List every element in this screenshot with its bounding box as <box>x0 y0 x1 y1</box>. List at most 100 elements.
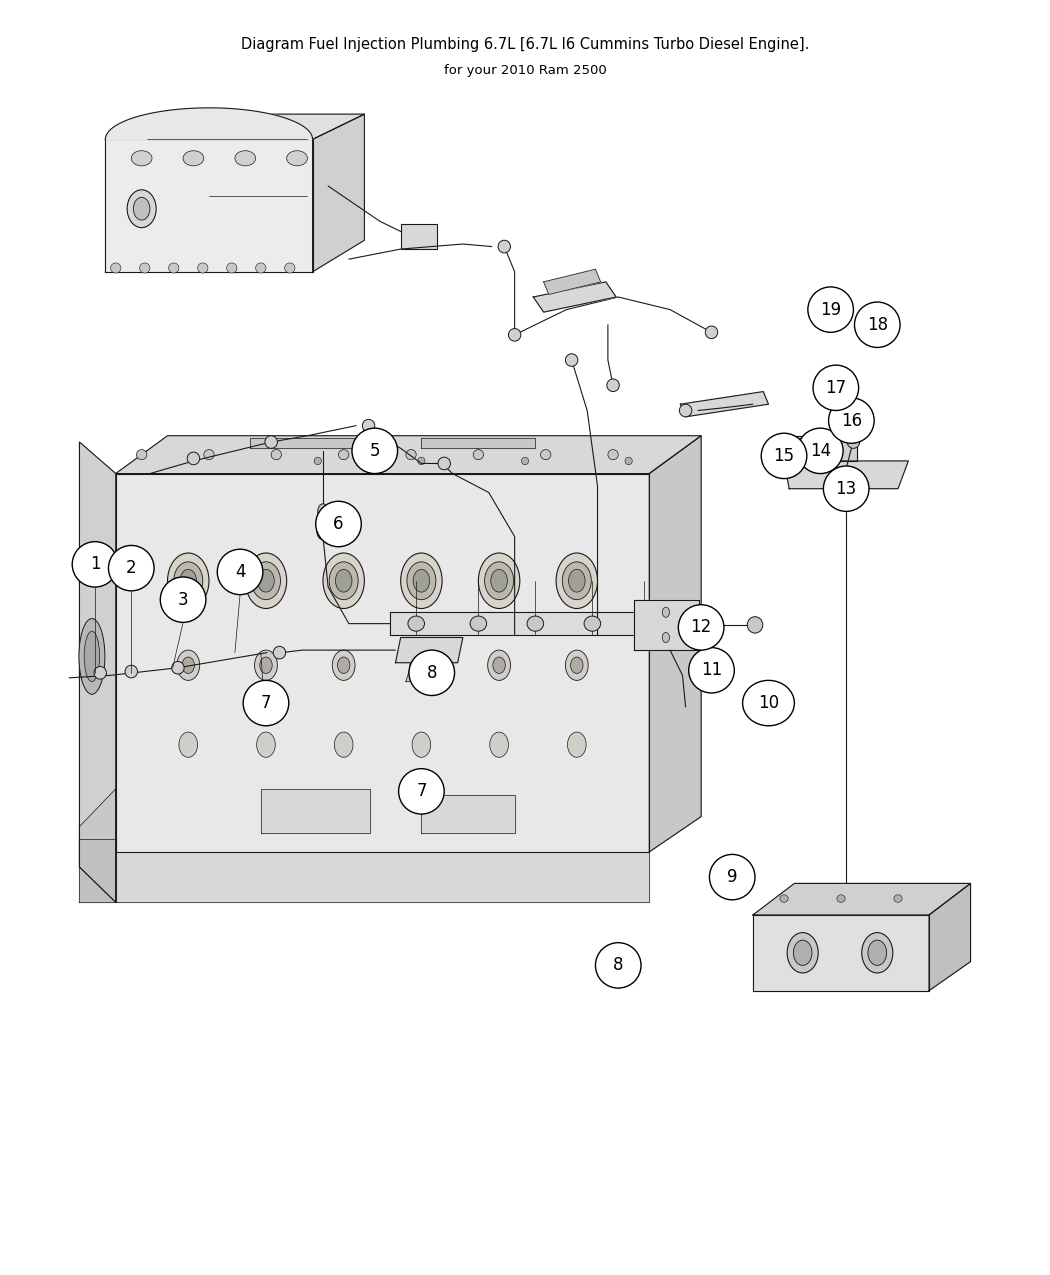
Text: 9: 9 <box>727 868 737 886</box>
Ellipse shape <box>828 398 875 444</box>
Ellipse shape <box>490 570 507 592</box>
Ellipse shape <box>257 570 274 592</box>
Ellipse shape <box>79 618 105 695</box>
Polygon shape <box>80 789 116 903</box>
Ellipse shape <box>180 570 196 592</box>
Ellipse shape <box>323 553 364 608</box>
Ellipse shape <box>527 616 544 631</box>
Ellipse shape <box>187 453 200 464</box>
Ellipse shape <box>584 616 601 631</box>
Ellipse shape <box>894 895 902 903</box>
Ellipse shape <box>418 458 425 464</box>
Polygon shape <box>649 436 701 852</box>
Ellipse shape <box>246 553 287 608</box>
Polygon shape <box>116 473 649 852</box>
Ellipse shape <box>125 666 138 678</box>
Ellipse shape <box>259 657 272 673</box>
Polygon shape <box>406 666 453 682</box>
Ellipse shape <box>690 616 709 635</box>
Ellipse shape <box>318 504 329 519</box>
Text: 4: 4 <box>235 564 246 581</box>
Ellipse shape <box>408 650 455 695</box>
Ellipse shape <box>182 657 194 673</box>
Text: 14: 14 <box>810 442 831 460</box>
Text: 12: 12 <box>691 618 712 636</box>
Ellipse shape <box>255 263 266 273</box>
Ellipse shape <box>846 419 857 432</box>
Ellipse shape <box>197 263 208 273</box>
Ellipse shape <box>335 570 352 592</box>
Ellipse shape <box>689 648 734 694</box>
Text: 6: 6 <box>333 515 343 533</box>
Text: 7: 7 <box>260 694 271 711</box>
Polygon shape <box>105 139 313 272</box>
Ellipse shape <box>780 895 789 903</box>
Ellipse shape <box>316 501 361 547</box>
Ellipse shape <box>663 607 670 617</box>
Ellipse shape <box>314 458 321 464</box>
Ellipse shape <box>489 732 508 757</box>
Ellipse shape <box>474 450 484 460</box>
Text: 2: 2 <box>126 560 136 578</box>
Ellipse shape <box>487 650 510 681</box>
Ellipse shape <box>413 570 429 592</box>
Ellipse shape <box>254 650 277 681</box>
Ellipse shape <box>338 450 349 460</box>
Ellipse shape <box>168 553 209 608</box>
Ellipse shape <box>136 450 147 460</box>
Ellipse shape <box>794 940 812 965</box>
Ellipse shape <box>492 657 505 673</box>
Text: 5: 5 <box>370 442 380 460</box>
Ellipse shape <box>329 562 358 599</box>
Ellipse shape <box>522 458 528 464</box>
Ellipse shape <box>183 150 204 166</box>
Text: 8: 8 <box>426 664 437 682</box>
Ellipse shape <box>563 562 591 599</box>
Ellipse shape <box>678 604 723 650</box>
Text: 11: 11 <box>701 662 722 680</box>
Ellipse shape <box>94 667 106 680</box>
Ellipse shape <box>823 465 869 511</box>
Polygon shape <box>421 796 514 833</box>
Ellipse shape <box>108 546 154 590</box>
Ellipse shape <box>595 942 642 988</box>
Text: 15: 15 <box>774 448 795 465</box>
Ellipse shape <box>788 932 818 973</box>
Ellipse shape <box>438 458 450 469</box>
Polygon shape <box>391 612 680 635</box>
Text: for your 2010 Ram 2500: for your 2010 Ram 2500 <box>443 64 607 76</box>
Ellipse shape <box>169 263 179 273</box>
Ellipse shape <box>407 616 424 631</box>
Ellipse shape <box>847 436 860 449</box>
Ellipse shape <box>485 562 513 599</box>
Polygon shape <box>784 462 908 488</box>
Ellipse shape <box>317 521 329 539</box>
Ellipse shape <box>508 329 521 342</box>
Ellipse shape <box>798 428 843 473</box>
Ellipse shape <box>110 263 121 273</box>
Text: 3: 3 <box>177 590 188 608</box>
Ellipse shape <box>479 553 520 608</box>
Ellipse shape <box>868 940 886 965</box>
Ellipse shape <box>256 732 275 757</box>
Text: 17: 17 <box>825 379 846 397</box>
Ellipse shape <box>556 553 597 608</box>
Ellipse shape <box>244 681 289 725</box>
Ellipse shape <box>568 570 585 592</box>
Ellipse shape <box>636 616 652 631</box>
Ellipse shape <box>837 895 845 903</box>
Ellipse shape <box>807 287 854 333</box>
Polygon shape <box>105 115 364 139</box>
Ellipse shape <box>337 657 350 673</box>
Ellipse shape <box>410 650 433 681</box>
Ellipse shape <box>332 650 355 681</box>
Text: 19: 19 <box>820 301 841 319</box>
Ellipse shape <box>813 365 859 411</box>
Bar <box>401 224 437 249</box>
Ellipse shape <box>841 476 852 491</box>
Ellipse shape <box>271 450 281 460</box>
Polygon shape <box>260 789 370 833</box>
Ellipse shape <box>742 681 795 725</box>
Ellipse shape <box>541 450 551 460</box>
Ellipse shape <box>204 450 214 460</box>
